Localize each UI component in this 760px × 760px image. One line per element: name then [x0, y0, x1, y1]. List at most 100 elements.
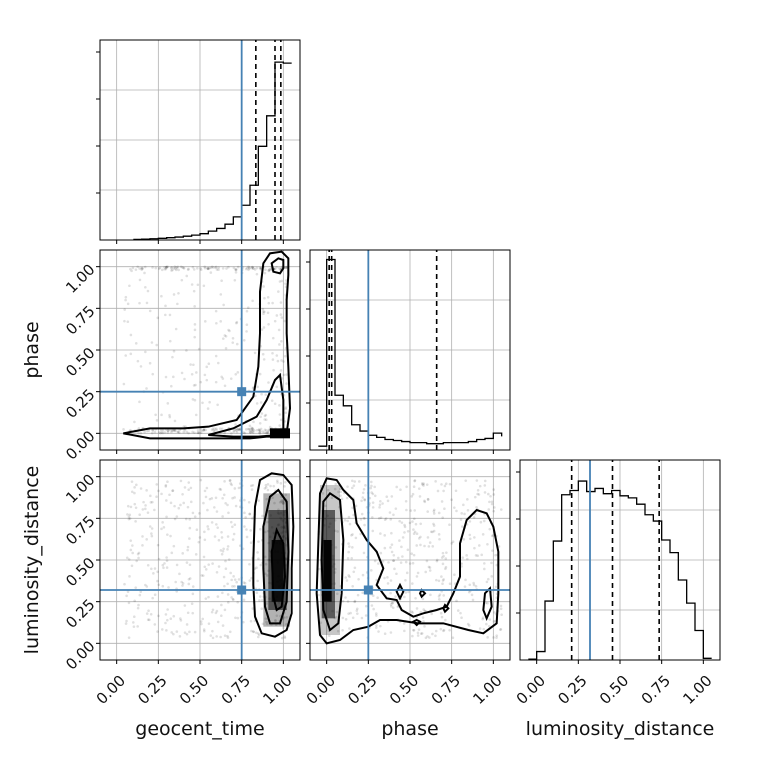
sample-point [144, 350, 147, 354]
x-tick-label: 0.25 [134, 672, 170, 708]
sample-point [162, 526, 166, 529]
sample-point [219, 549, 223, 552]
contour-line [315, 477, 500, 645]
sample-point [196, 283, 200, 287]
sample-point [425, 559, 429, 563]
sample-point [242, 431, 245, 434]
x-tick-label: 0.00 [513, 672, 549, 708]
sample-point [219, 488, 223, 491]
sample-point [146, 511, 150, 514]
sample-point [191, 398, 195, 401]
sample-point [134, 268, 138, 271]
x-tick-label: 0.50 [386, 672, 422, 708]
sample-point [165, 566, 169, 569]
sample-point [170, 265, 174, 269]
sample-point [478, 627, 482, 630]
y-tick-label: 0.25 [62, 385, 98, 421]
sample-point [259, 415, 262, 419]
sample-point [249, 430, 252, 434]
sample-point [175, 630, 179, 633]
sample-point [255, 428, 259, 432]
quantile-layer [255, 40, 660, 660]
sample-point [215, 427, 218, 430]
sample-point [378, 506, 381, 509]
sample-point [197, 431, 200, 435]
sample-point [148, 361, 152, 365]
sample-point [377, 516, 381, 520]
sample-point [181, 582, 185, 585]
sample-point [197, 347, 201, 351]
sample-point [203, 530, 206, 534]
sample-point [247, 268, 250, 272]
sample-point [222, 575, 226, 579]
sample-point [179, 617, 182, 620]
sample-point [238, 427, 242, 431]
sample-point [145, 538, 148, 541]
sample-point [455, 509, 458, 513]
sample-point [134, 506, 138, 510]
sample-point [213, 429, 216, 433]
sample-point [371, 501, 375, 504]
sample-point [156, 316, 160, 320]
sample-point [442, 554, 445, 558]
sample-point [188, 518, 192, 521]
sample-point [426, 498, 430, 501]
sample-point [280, 499, 283, 502]
sample-point [383, 632, 387, 636]
sample-point [490, 575, 494, 578]
sample-point [460, 562, 463, 565]
sample-point [246, 427, 250, 431]
sample-point [128, 517, 132, 520]
sample-point [429, 593, 432, 597]
sample-point [265, 574, 269, 577]
sample-point [364, 614, 368, 617]
x-tick-label: 0.50 [596, 672, 632, 708]
sample-point [248, 427, 251, 431]
sample-point [227, 558, 231, 561]
sample-point [499, 604, 503, 608]
sample-point [232, 430, 236, 434]
sample-point [265, 497, 269, 501]
sample-point [234, 268, 237, 271]
sample-point [207, 267, 210, 270]
sample-point [137, 556, 140, 560]
sample-point [481, 616, 485, 619]
sample-point [262, 358, 266, 361]
sample-point [321, 492, 325, 495]
sample-point [166, 402, 170, 405]
sample-point [203, 565, 207, 569]
sample-point [260, 328, 264, 331]
sample-point [198, 512, 201, 515]
sample-point [160, 527, 163, 531]
sample-point [361, 591, 364, 595]
sample-point [424, 570, 428, 574]
sample-point [389, 579, 393, 582]
sample-point [136, 552, 140, 556]
sample-point [280, 359, 283, 362]
sample-point [341, 599, 345, 603]
sample-point [191, 430, 194, 434]
sample-point [284, 266, 287, 269]
sample-point [374, 612, 378, 615]
sample-point [235, 429, 238, 432]
contour-line [123, 250, 292, 440]
sample-point [432, 529, 436, 533]
sample-point [215, 321, 218, 325]
sample-point [256, 635, 260, 639]
sample-point [226, 634, 229, 638]
sample-point [255, 272, 259, 276]
sample-point [432, 524, 436, 527]
sample-point [187, 431, 190, 435]
sample-point [182, 266, 185, 270]
sample-point [411, 634, 414, 638]
sample-point [126, 320, 130, 324]
sample-point [474, 585, 478, 588]
sample-point [131, 266, 135, 270]
sample-point [173, 265, 177, 268]
sample-point [221, 337, 225, 340]
sample-point [211, 629, 214, 633]
sample-point [493, 506, 496, 509]
sample-point [420, 632, 424, 635]
sample-point [401, 536, 405, 539]
sample-point [468, 537, 472, 541]
